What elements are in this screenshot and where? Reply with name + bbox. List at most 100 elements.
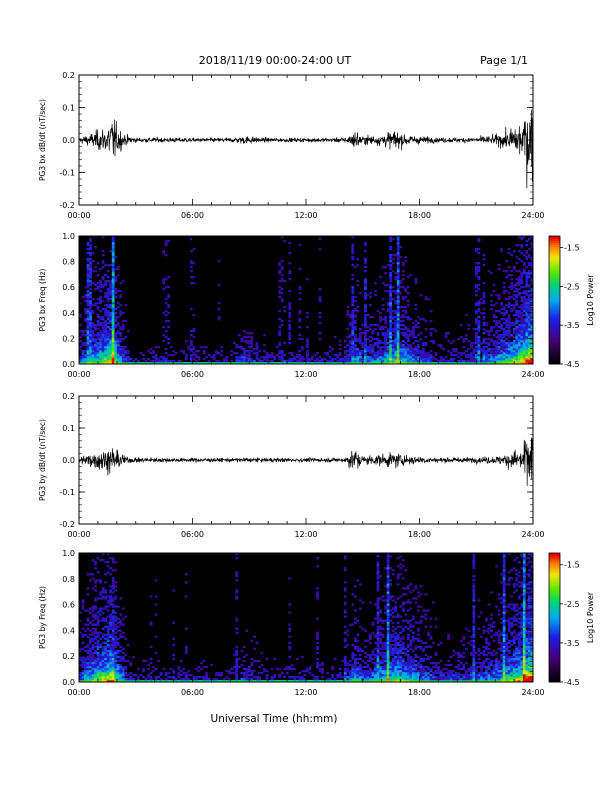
spectrogram-cell (376, 665, 380, 669)
spectrogram-cell (116, 675, 120, 679)
spectrogram-cell (414, 354, 418, 357)
spectrogram-cell (94, 657, 97, 661)
spectrogram-cell (502, 332, 506, 335)
spectrogram-cell (477, 338, 481, 341)
spectrogram-cell (91, 607, 95, 610)
spectrogram-cell (81, 677, 85, 681)
spectrogram-cell (106, 631, 110, 634)
spectrogram-cell (492, 326, 496, 329)
colorbar-segment (549, 321, 560, 324)
spectrogram-cell (111, 350, 115, 353)
spectrogram-cell (507, 336, 511, 339)
spectrogram-cell (500, 304, 504, 307)
spectrogram-cell (101, 276, 105, 279)
spectrogram-cell (525, 272, 529, 275)
spectrogram-cell (439, 671, 443, 675)
spectrogram-cell (376, 358, 380, 361)
spectrogram-cell (184, 581, 188, 584)
spectrogram-cell (316, 657, 319, 661)
spectrogram-cell (409, 641, 413, 645)
spectrogram-cell (358, 292, 362, 295)
spectrogram-cell (288, 352, 292, 355)
spectrogram-cell (434, 677, 438, 681)
spectrogram-cell (94, 326, 97, 329)
spectrogram-cell (205, 673, 208, 677)
spectrogram-cell (278, 667, 282, 671)
spectrogram-cell (401, 310, 405, 313)
spectrogram-cell (119, 673, 123, 677)
spectrogram-cell (86, 573, 90, 576)
spectrogram-cell (306, 354, 309, 357)
spectrogram-cell (111, 338, 115, 341)
spectrogram-cell (356, 340, 360, 343)
spectrogram-cell (414, 308, 418, 311)
spectrogram-cell (376, 360, 380, 363)
spectrogram-cell (265, 673, 269, 677)
spectrogram-cell (394, 310, 398, 313)
spectrogram-cell (414, 659, 418, 663)
spectrogram-cell (162, 282, 166, 285)
spectrogram-cell (404, 663, 408, 667)
spectrogram-cell (467, 362, 471, 365)
spectrogram-cell (144, 362, 148, 365)
spectrogram-cell (416, 591, 420, 594)
spectrogram-cell (482, 354, 486, 357)
spectrogram-cell (374, 663, 377, 667)
spectrogram-cell (411, 330, 415, 333)
spectrogram-cell (116, 673, 120, 677)
spectrogram-cell (374, 354, 377, 357)
spectrogram-cell (162, 679, 166, 683)
spectrogram-cell (298, 334, 302, 337)
spectrogram-cell (454, 677, 458, 681)
spectrogram-cell (432, 675, 435, 679)
spectrogram-cell (530, 346, 534, 349)
spectrogram-cell (394, 645, 398, 649)
spectrogram-cell (389, 643, 393, 647)
spectrogram-cell (454, 354, 458, 357)
spectrogram-cell (482, 254, 486, 257)
spectrogram-cell (527, 316, 531, 319)
x-tick-label: 06:00 (181, 530, 204, 539)
spectrogram-cell (104, 619, 108, 622)
spectrogram-cell (527, 308, 531, 311)
spectrogram-cell (358, 665, 362, 669)
spectrogram-cell (411, 332, 415, 335)
spectrogram-cell (353, 595, 357, 598)
spectrogram-cell (384, 338, 388, 341)
spectrogram-cell (429, 350, 433, 353)
spectrogram-cell (477, 352, 481, 355)
spectrogram-cell (111, 356, 115, 359)
spectrogram-cell (512, 352, 516, 355)
spectrogram-cell (89, 611, 92, 614)
spectrogram-cell (414, 637, 418, 640)
spectrogram-cell (300, 360, 304, 363)
spectrogram-cell (104, 651, 108, 655)
spectrogram-cell (404, 601, 408, 604)
spectrogram-cell (129, 679, 133, 683)
spectrogram-cell (452, 358, 456, 361)
y-tick-label: 0.2 (62, 71, 75, 80)
spectrogram-cell (391, 344, 395, 347)
spectrogram-cell (384, 655, 388, 659)
spectrogram-cell (278, 362, 282, 365)
spectrogram-cell (131, 655, 135, 659)
spectrogram-cell (94, 304, 97, 307)
spectrogram-cell (374, 294, 377, 297)
spectrogram-cell (530, 300, 534, 303)
spectrogram-cell (247, 352, 251, 355)
spectrogram-cell (182, 362, 186, 365)
spectrogram-cell (358, 358, 362, 361)
spectrogram-cell (386, 332, 390, 335)
spectrogram-cell (525, 310, 529, 313)
spectrogram-cell (505, 354, 509, 357)
spectrogram-cell (99, 679, 102, 683)
spectrogram-cell (99, 344, 102, 347)
spectrogram-cell (512, 330, 516, 333)
spectrogram-cell (517, 288, 521, 291)
spectrogram-cell (381, 352, 385, 355)
spectrogram-cell (242, 350, 246, 353)
spectrogram-cell (389, 635, 393, 638)
spectrogram-cell (406, 657, 410, 661)
spectrogram-cell (121, 677, 125, 681)
spectrogram-cell (376, 583, 380, 586)
